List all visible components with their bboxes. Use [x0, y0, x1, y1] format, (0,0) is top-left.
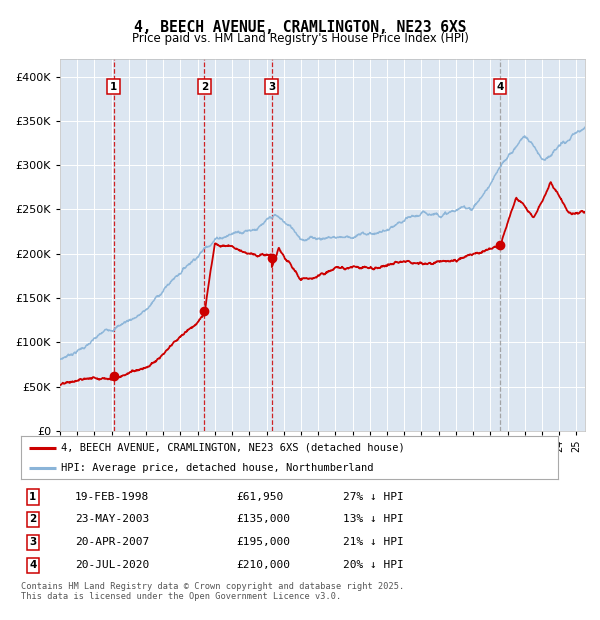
Text: £195,000: £195,000 — [236, 537, 290, 547]
Text: 21% ↓ HPI: 21% ↓ HPI — [343, 537, 404, 547]
Text: £135,000: £135,000 — [236, 514, 290, 524]
Text: 3: 3 — [268, 82, 275, 92]
Text: HPI: Average price, detached house, Northumberland: HPI: Average price, detached house, Nort… — [61, 463, 374, 473]
Text: 1: 1 — [29, 492, 37, 502]
Text: 20-JUL-2020: 20-JUL-2020 — [75, 560, 149, 570]
Text: 4: 4 — [496, 82, 503, 92]
Text: 1: 1 — [110, 82, 118, 92]
Text: 2: 2 — [29, 514, 37, 524]
Text: £210,000: £210,000 — [236, 560, 290, 570]
Text: 4: 4 — [29, 560, 37, 570]
Text: Price paid vs. HM Land Registry's House Price Index (HPI): Price paid vs. HM Land Registry's House … — [131, 32, 469, 45]
Text: 4, BEECH AVENUE, CRAMLINGTON, NE23 6XS: 4, BEECH AVENUE, CRAMLINGTON, NE23 6XS — [134, 20, 466, 35]
Text: 27% ↓ HPI: 27% ↓ HPI — [343, 492, 404, 502]
Text: 20-APR-2007: 20-APR-2007 — [75, 537, 149, 547]
Text: 3: 3 — [29, 537, 37, 547]
Text: 19-FEB-1998: 19-FEB-1998 — [75, 492, 149, 502]
Text: 23-MAY-2003: 23-MAY-2003 — [75, 514, 149, 524]
Text: 20% ↓ HPI: 20% ↓ HPI — [343, 560, 404, 570]
Text: 2: 2 — [201, 82, 208, 92]
Text: 4, BEECH AVENUE, CRAMLINGTON, NE23 6XS (detached house): 4, BEECH AVENUE, CRAMLINGTON, NE23 6XS (… — [61, 443, 405, 453]
Text: Contains HM Land Registry data © Crown copyright and database right 2025.
This d: Contains HM Land Registry data © Crown c… — [21, 582, 404, 601]
Text: 13% ↓ HPI: 13% ↓ HPI — [343, 514, 404, 524]
Text: £61,950: £61,950 — [236, 492, 283, 502]
